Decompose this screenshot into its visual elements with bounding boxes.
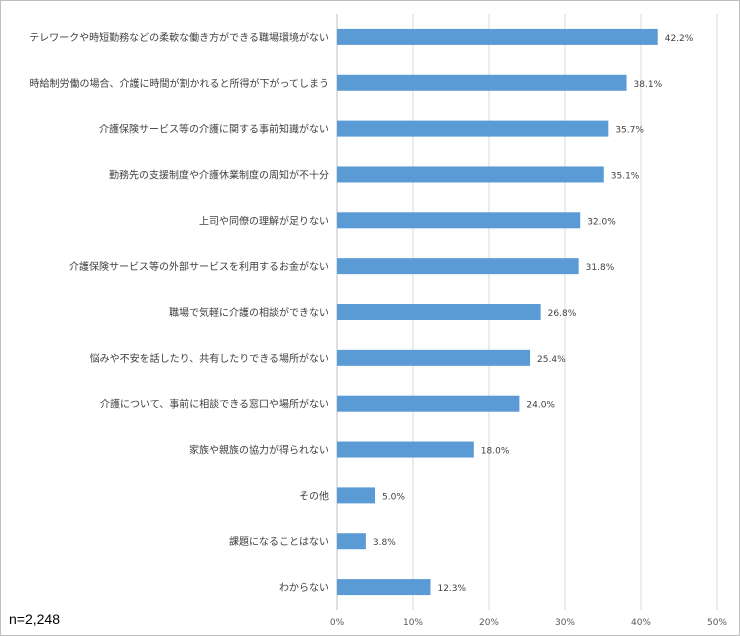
data-label: 35.1% [611, 171, 640, 181]
data-label: 18.0% [481, 447, 510, 457]
bar [337, 395, 520, 412]
category-label: テレワークや時短勤務などの柔軟な働き方ができる職場環境がない [29, 31, 329, 44]
category-label: 上司や同僚の理解が足りない [199, 214, 329, 227]
bar [337, 120, 609, 137]
data-label: 26.8% [548, 309, 577, 319]
bar [337, 533, 366, 550]
data-label: 5.0% [382, 492, 405, 502]
category-label: その他 [299, 489, 329, 502]
category-label: 課題になることはない [229, 535, 329, 548]
bar [337, 579, 431, 596]
x-tick-label: 10% [403, 618, 423, 628]
data-label: 35.7% [615, 126, 644, 136]
category-label: 時給制労働の場合、介護に時間が割かれると所得が下がってしまう [30, 77, 330, 90]
category-label: 職場で気軽に介護の相談ができない [169, 306, 329, 319]
bar [337, 166, 604, 183]
data-label: 31.8% [586, 263, 615, 273]
data-label: 3.8% [373, 538, 396, 548]
data-label: 25.4% [537, 355, 566, 365]
bar [337, 258, 579, 275]
bar [337, 349, 531, 366]
category-label: 介護について、事前に相談できる窓口や場所がない [100, 398, 329, 411]
category-label: 家族や親族の協力が得られない [189, 444, 329, 457]
category-label: 勤務先の支援制度や介護休業制度の周知が不十分 [109, 168, 329, 181]
category-label: 介護保険サービス等の介護に関する事前知識がない [99, 123, 329, 136]
data-label: 12.3% [437, 584, 466, 594]
data-label: 42.2% [665, 34, 694, 44]
x-tick-label: 20% [479, 618, 499, 628]
category-label: わからない [279, 582, 329, 594]
category-label: 悩みや不安を話したり、共有したりできる場所がない [90, 352, 329, 365]
bar [337, 441, 474, 458]
data-label: 32.0% [587, 217, 616, 227]
x-tick-label: 0% [330, 618, 345, 628]
bar [337, 28, 658, 45]
x-tick-label: 50% [707, 618, 727, 628]
x-tick-label: 40% [631, 618, 651, 628]
sample-size-note: n=2,248 [9, 611, 60, 627]
data-label: 38.1% [634, 80, 663, 90]
bar [337, 487, 375, 504]
bar [337, 304, 541, 320]
category-label: 介護保険サービス等の外部サービスを利用するお金がない [69, 260, 329, 273]
bar [337, 212, 581, 229]
x-tick-label: 30% [555, 618, 575, 628]
bar [337, 74, 627, 91]
data-label: 24.0% [526, 401, 555, 411]
